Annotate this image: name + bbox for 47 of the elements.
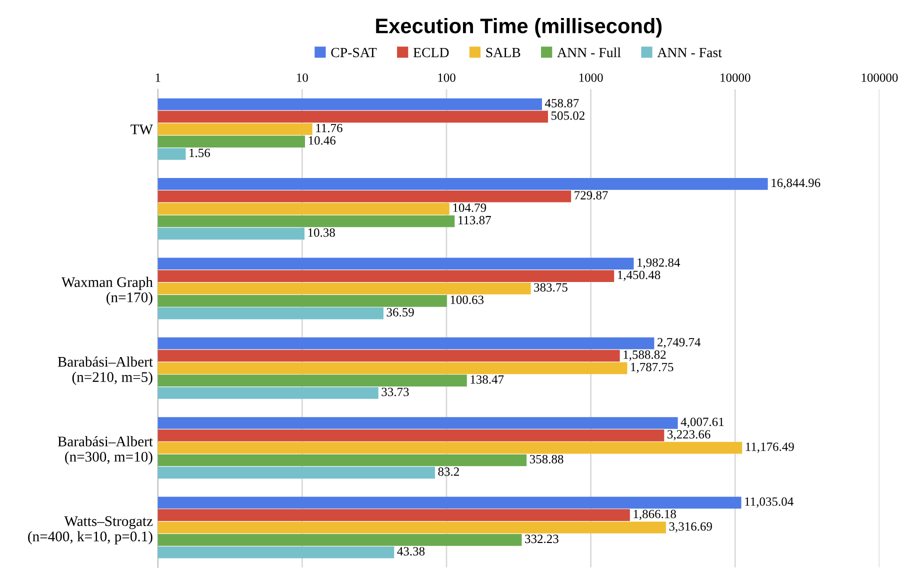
data-label: 10.46: [308, 136, 336, 145]
legend-label: ANN - Fast: [657, 48, 722, 58]
data-label: 113.87: [458, 216, 491, 224]
data-label: 332.23: [525, 534, 558, 544]
data-label: 505.02: [551, 111, 584, 120]
data-label: 4,007.61: [680, 418, 724, 428]
data-label: 11.76: [316, 124, 342, 132]
data-label: 10.38: [308, 228, 335, 237]
x-tick-label: 1: [156, 74, 160, 82]
data-label: 1,787.75: [631, 362, 674, 374]
data-label: 1,450.48: [618, 270, 660, 281]
data-label: 43.38: [397, 547, 425, 556]
data-label: 2,749.74: [658, 338, 701, 348]
data-label: 104.79: [453, 203, 486, 212]
data-label: 11,176.49: [746, 442, 794, 453]
data-label: 33.73: [382, 388, 409, 396]
data-label: 383.75: [534, 283, 568, 292]
x-tick-label: 100: [438, 73, 456, 82]
data-label: 729.87: [574, 191, 608, 200]
legend-label: ECLD: [413, 48, 449, 58]
x-tick-label: 10: [297, 73, 308, 82]
y-tick-label: Watts–Strogatz (n=400, k=10, p=0.1): [28, 516, 153, 544]
data-label: 458.87: [545, 98, 579, 108]
data-label: 3,223.66: [668, 430, 710, 440]
data-label: 11,035.04: [745, 497, 794, 508]
x-tick-label: 100000: [862, 73, 898, 82]
data-label: 1,982.84: [638, 258, 680, 269]
data-label: 138.47: [470, 375, 504, 384]
data-label: 1.56: [190, 148, 210, 158]
data-label: 1,866.18: [634, 510, 676, 520]
x-tick-label: 1000: [579, 73, 603, 82]
data-label: 3,316.69: [669, 522, 712, 532]
legend-label: SALB: [486, 48, 520, 58]
data-label: 358.88: [530, 454, 564, 464]
y-tick-label: Waxman Graph (n=170): [61, 276, 153, 306]
y-tick-label: TW: [130, 124, 153, 134]
data-label: 83.2: [438, 467, 459, 476]
data-label: 1,588.82: [624, 350, 666, 361]
y-tick-label: Barabási–Albert (n=300, m=10): [58, 436, 153, 465]
y-tick-label: Barabási–Albert (n=210, m=5): [58, 356, 153, 385]
legend-label: ANN - Full: [557, 47, 621, 58]
legend-label: CP-SAT: [331, 48, 377, 58]
data-label: 36.59: [386, 308, 414, 317]
chart-title: Execution Time (millisecond): [376, 18, 662, 38]
data-label: 100.63: [450, 296, 484, 304]
x-tick-label: 10000: [720, 73, 750, 82]
data-label: 16,844.96: [772, 178, 820, 189]
